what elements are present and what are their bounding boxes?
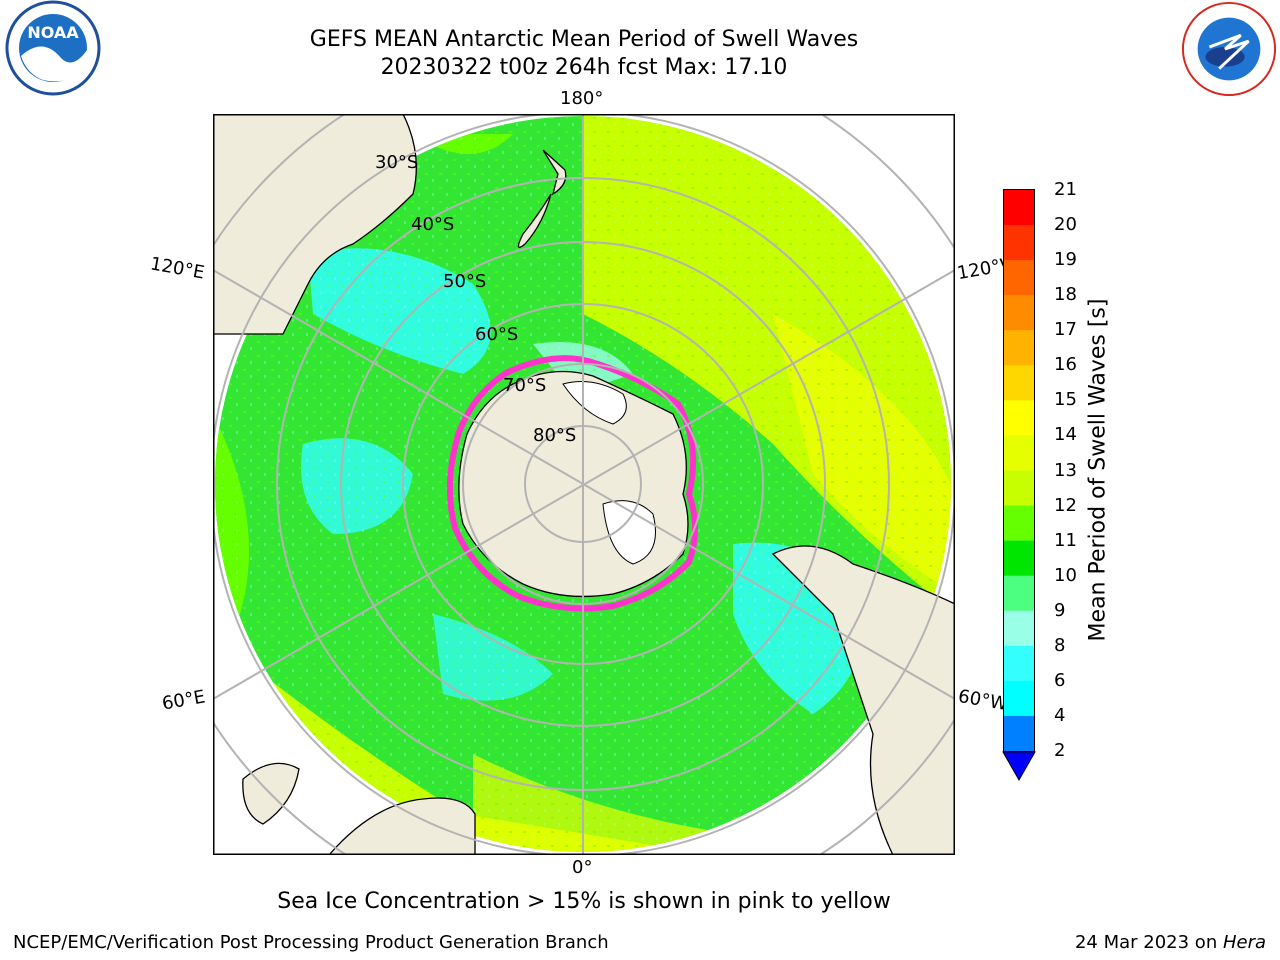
colorbar-tick-label: 2 bbox=[1054, 740, 1066, 761]
noaa-logo-text: NOAA bbox=[27, 23, 79, 42]
colorbar-segment bbox=[1004, 505, 1034, 542]
lat-label-40: 40°S bbox=[411, 214, 454, 235]
colorbar-tick-label: 18 bbox=[1054, 284, 1077, 306]
lat-label-70: 70°S bbox=[503, 375, 546, 396]
nws-logo bbox=[1181, 1, 1277, 97]
colorbar-tick-label: 13 bbox=[1054, 459, 1077, 481]
noaa-logo: NOAA bbox=[5, 0, 101, 96]
colorbar-segment bbox=[1004, 540, 1034, 577]
lat-label-60: 60°S bbox=[475, 324, 518, 345]
colorbar-tick-label: 16 bbox=[1054, 354, 1077, 376]
colorbar-tick-label: 11 bbox=[1054, 529, 1077, 551]
colorbar-segment bbox=[1004, 400, 1034, 436]
colorbar-tick-label: 17 bbox=[1054, 319, 1077, 341]
sea-ice-caption: Sea Ice Concentration > 15% is shown in … bbox=[277, 889, 891, 914]
map-border bbox=[213, 114, 955, 855]
colorbar-tick-label: 4 bbox=[1054, 704, 1066, 726]
lat-label-50: 50°S bbox=[443, 271, 486, 292]
colorbar-tick-label: 6 bbox=[1054, 669, 1066, 691]
colorbar-segment bbox=[1004, 190, 1034, 226]
colorbar-extend-arrow bbox=[1002, 751, 1036, 782]
lon-label-60e: 60°E bbox=[160, 686, 207, 715]
footer-date-text: 24 Mar 2023 on bbox=[1074, 932, 1223, 953]
footer-branch: NCEP/EMC/Verification Post Processing Pr… bbox=[13, 932, 609, 953]
sea-ice-edge bbox=[446, 355, 698, 612]
lat-label-30: 30°S bbox=[375, 152, 418, 173]
colorbar-tick-label: 20 bbox=[1054, 214, 1077, 236]
colorbar-tick-label: 14 bbox=[1054, 424, 1077, 446]
colorbar-tick-label: 21 bbox=[1054, 179, 1077, 200]
colorbar-tick-label: 9 bbox=[1054, 599, 1066, 621]
colorbar-tick-label: 12 bbox=[1054, 494, 1077, 516]
colorbar-tick-label: 15 bbox=[1054, 389, 1077, 411]
colorbar-segment bbox=[1004, 715, 1034, 752]
colorbar-segment bbox=[1004, 645, 1034, 682]
title-line-2: 20230322 t00z 264h fcst Max: 17.10 bbox=[380, 55, 788, 80]
graticule bbox=[213, 114, 955, 855]
colorbar-title: Mean Period of Swell Waves [s] bbox=[1085, 298, 1111, 642]
title-line-1: GEFS MEAN Antarctic Mean Period of Swell… bbox=[309, 27, 859, 52]
colorbar-segment bbox=[1004, 295, 1034, 331]
colorbar-segment bbox=[1004, 225, 1034, 261]
lon-label-0: 0° bbox=[572, 857, 593, 878]
lon-label-120e: 120°E bbox=[148, 253, 207, 284]
colorbar-tick-label: 19 bbox=[1054, 249, 1077, 271]
colorbar-segment bbox=[1004, 435, 1034, 471]
colorbar-segment bbox=[1004, 330, 1034, 366]
colorbar-segment bbox=[1004, 260, 1034, 296]
colorbar-tick-label: 10 bbox=[1054, 564, 1077, 586]
colorbar-segment bbox=[1004, 470, 1034, 507]
footer-date: 24 Mar 2023 on Hera bbox=[1075, 932, 1266, 953]
colorbar-segment bbox=[1004, 610, 1034, 647]
colorbar-segment bbox=[1004, 365, 1034, 401]
colorbar bbox=[1002, 189, 1036, 782]
colorbar-tick-label: 8 bbox=[1054, 634, 1066, 656]
colorbar-segment bbox=[1004, 680, 1034, 717]
lon-label-180: 180° bbox=[560, 88, 604, 109]
footer-host: Hera bbox=[1222, 932, 1266, 953]
polar-map: 30°S 40°S 50°S 60°S 70°S 80°S bbox=[213, 114, 955, 855]
lat-label-80: 80°S bbox=[533, 425, 576, 446]
colorbar-segment bbox=[1004, 575, 1034, 612]
